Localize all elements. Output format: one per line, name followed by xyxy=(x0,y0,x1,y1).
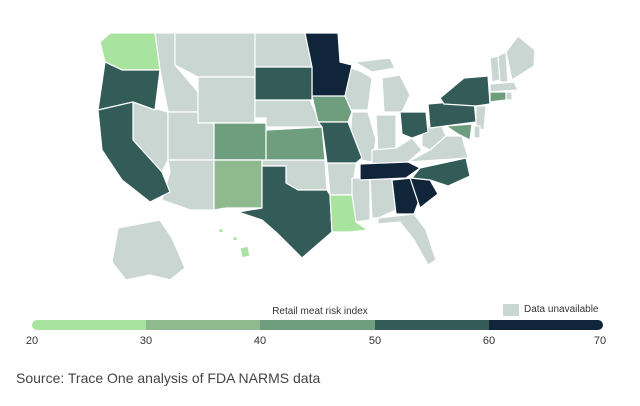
state-sd[interactable] xyxy=(254,66,313,101)
state-nm[interactable] xyxy=(213,159,263,211)
legend-color-bar xyxy=(32,320,603,330)
legend-tick-50: 50 xyxy=(368,335,382,347)
state-md[interactable] xyxy=(445,123,473,141)
legend-bin-40-50 xyxy=(260,320,375,330)
state-az[interactable] xyxy=(161,159,215,211)
legend-bin-60-70 xyxy=(488,320,603,330)
legend-bin-20-30 xyxy=(32,320,147,330)
state-mi[interactable] xyxy=(381,74,411,113)
state-nc[interactable] xyxy=(411,157,471,187)
state-me[interactable] xyxy=(505,35,536,81)
state-ny[interactable] xyxy=(439,75,491,107)
states-layer xyxy=(97,32,536,281)
state-wy[interactable] xyxy=(197,76,256,124)
state-fl[interactable] xyxy=(377,213,437,266)
us-choropleth-map xyxy=(97,32,536,281)
state-oh[interactable] xyxy=(399,111,429,139)
data-unavailable-label: Data unavailable xyxy=(524,304,599,315)
state-tn[interactable] xyxy=(359,161,421,181)
state-ct[interactable] xyxy=(489,91,507,103)
legend-bin-50-60 xyxy=(374,320,489,330)
state-de[interactable] xyxy=(473,125,481,139)
state-ia[interactable] xyxy=(311,95,353,123)
legend-tick-60: 60 xyxy=(482,335,496,347)
state-va[interactable] xyxy=(407,135,469,163)
state-mi-up[interactable] xyxy=(354,57,396,73)
state-ca[interactable] xyxy=(97,101,171,203)
legend-tick-40: 40 xyxy=(253,335,267,347)
state-hi[interactable] xyxy=(217,227,251,259)
legend-tick-30: 30 xyxy=(139,335,153,347)
legend-tick-20: 20 xyxy=(25,335,39,347)
state-ma[interactable] xyxy=(489,81,519,93)
legend-tick-70: 70 xyxy=(593,335,607,347)
state-ri[interactable] xyxy=(505,91,513,101)
legend-bin-30-40 xyxy=(146,320,261,330)
source-note: Source: Trace One analysis of FDA NARMS … xyxy=(16,370,321,386)
state-nd[interactable] xyxy=(254,32,313,68)
legend-title: Retail meat risk index xyxy=(272,306,368,317)
state-la[interactable] xyxy=(329,194,369,233)
data-unavailable-swatch xyxy=(503,304,519,316)
state-ak[interactable] xyxy=(111,219,186,281)
state-co[interactable] xyxy=(213,122,267,161)
state-ks[interactable] xyxy=(265,126,326,161)
